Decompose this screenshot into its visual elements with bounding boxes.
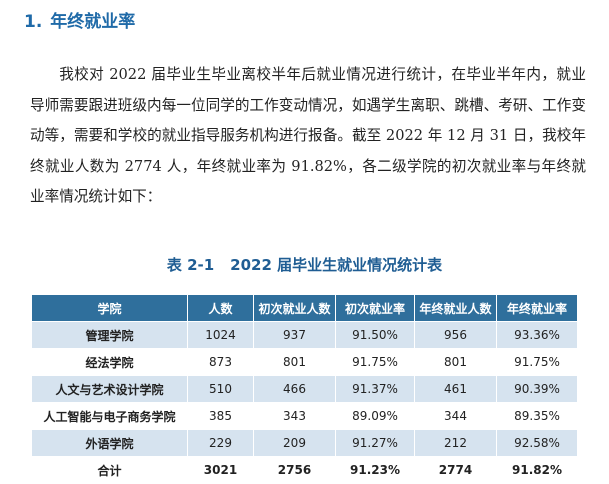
cell-year-end-employed: 801 — [414, 348, 497, 376]
section-title: 年终就业率 — [50, 12, 136, 32]
cell-count: 510 — [187, 375, 254, 403]
cell-initial-rate: 91.37% — [335, 375, 415, 403]
cell-year-end-employed: 344 — [414, 402, 497, 430]
header-college: 学院 — [31, 294, 188, 322]
cell-college: 人工智能与电子商务学院 — [31, 402, 188, 430]
cell-year-end-rate: 90.39% — [496, 375, 578, 403]
cell-count: 873 — [187, 348, 254, 376]
header-year-end-rate: 年终就业率 — [496, 294, 578, 322]
cell-college: 管理学院 — [31, 321, 188, 349]
cell-initial-employed: 209 — [253, 429, 336, 457]
cell-year-end-rate: 93.36% — [496, 321, 578, 349]
cell-year-end-rate: 91.75% — [496, 348, 578, 376]
table-row: 人工智能与电子商务学院 385 343 89.09% 344 89.35% — [31, 402, 578, 430]
cell-count: 385 — [187, 402, 254, 430]
cell-count: 1024 — [187, 321, 254, 349]
cell-year-end-rate: 89.35% — [496, 402, 578, 430]
employment-stats-table: 学院 人数 初次就业人数 初次就业率 年终就业人数 年终就业率 管理学院 102… — [31, 294, 578, 484]
section-number: 1. — [24, 12, 43, 32]
cell-initial-employed: 466 — [253, 375, 336, 403]
table-row: 经法学院 873 801 91.75% 801 91.75% — [31, 348, 578, 376]
cell-initial-rate: 91.27% — [335, 429, 415, 457]
cell-total-count: 3021 — [187, 456, 254, 484]
cell-total-label: 合计 — [31, 456, 188, 484]
header-year-end-employed: 年终就业人数 — [414, 294, 497, 322]
cell-year-end-employed: 461 — [414, 375, 497, 403]
table-label: 表 2-1 — [166, 256, 215, 274]
header-count: 人数 — [187, 294, 254, 322]
cell-college: 经法学院 — [31, 348, 188, 376]
body-paragraph: 我校对 2022 届毕业生毕业离校半年后就业情况进行统计，在毕业半年内，就业导师… — [30, 66, 586, 205]
header-initial-rate: 初次就业率 — [335, 294, 415, 322]
cell-initial-employed: 801 — [253, 348, 336, 376]
cell-initial-rate: 91.75% — [335, 348, 415, 376]
cell-total-year-end-employed: 2774 — [414, 456, 497, 484]
cell-total-initial-employed: 2756 — [253, 456, 336, 484]
cell-initial-employed: 937 — [253, 321, 336, 349]
section-heading: 1. 年终就业率 — [24, 12, 135, 32]
table-title: 2022 届毕业生就业情况统计表 — [230, 256, 443, 274]
header-initial-employed: 初次就业人数 — [253, 294, 336, 322]
table-total-row: 合计 3021 2756 91.23% 2774 91.82% — [31, 456, 578, 484]
cell-college: 外语学院 — [31, 429, 188, 457]
table-row: 人文与艺术设计学院 510 466 91.37% 461 90.39% — [31, 375, 578, 403]
cell-college: 人文与艺术设计学院 — [31, 375, 188, 403]
table-header-row: 学院 人数 初次就业人数 初次就业率 年终就业人数 年终就业率 — [31, 294, 578, 322]
cell-initial-rate: 89.09% — [335, 402, 415, 430]
cell-initial-rate: 91.50% — [335, 321, 415, 349]
table-row: 外语学院 229 209 91.27% 212 92.58% — [31, 429, 578, 457]
cell-total-initial-rate: 91.23% — [335, 456, 415, 484]
table-row: 管理学院 1024 937 91.50% 956 93.36% — [31, 321, 578, 349]
cell-count: 229 — [187, 429, 254, 457]
cell-initial-employed: 343 — [253, 402, 336, 430]
cell-year-end-employed: 212 — [414, 429, 497, 457]
cell-year-end-employed: 956 — [414, 321, 497, 349]
cell-total-year-end-rate: 91.82% — [496, 456, 578, 484]
table-caption: 表 2-1 2022 届毕业生就业情况统计表 — [0, 255, 609, 275]
cell-year-end-rate: 92.58% — [496, 429, 578, 457]
